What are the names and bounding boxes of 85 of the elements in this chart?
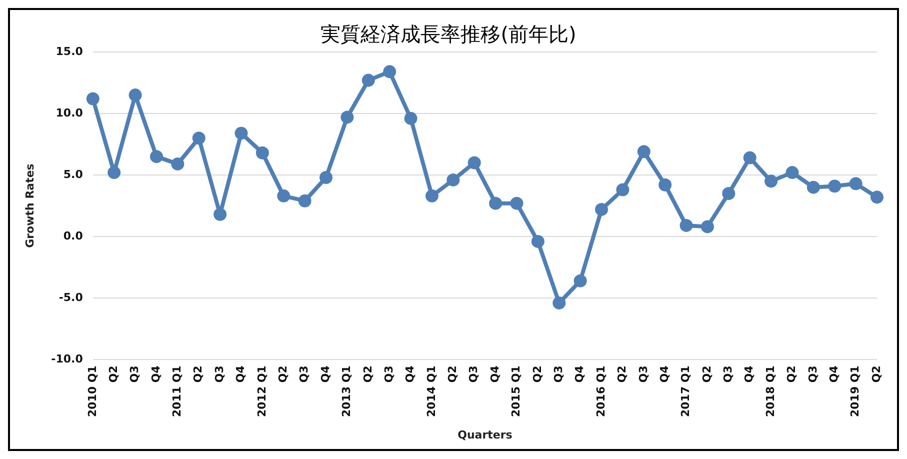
point bbox=[658, 178, 672, 192]
point bbox=[637, 145, 650, 158]
x-tick-label: 2010 Q1 bbox=[86, 366, 99, 418]
x-tick-label: Q3 bbox=[806, 366, 820, 383]
x-tick-label: 2018 Q1 bbox=[764, 366, 777, 418]
point bbox=[828, 180, 842, 193]
x-tick-label: Q4 bbox=[404, 365, 417, 383]
x-tick-label: Q4 bbox=[488, 365, 502, 383]
point bbox=[128, 88, 142, 102]
point bbox=[171, 157, 184, 170]
x-tick-label: Q3 bbox=[636, 366, 650, 383]
point bbox=[320, 170, 333, 184]
point bbox=[552, 296, 566, 310]
y-tick-label: 15.0 bbox=[56, 44, 84, 58]
y-tick-label: 10.0 bbox=[56, 106, 84, 120]
y-tick-label: -5.0 bbox=[58, 290, 84, 304]
x-tick-label: 2014 Q1 bbox=[424, 366, 438, 418]
y-tick-label: 0.0 bbox=[63, 229, 84, 242]
point bbox=[700, 220, 714, 234]
point bbox=[722, 186, 736, 200]
point bbox=[108, 166, 121, 180]
x-tick-label: Q2 bbox=[276, 366, 290, 383]
x-tick-label: Q4 bbox=[573, 365, 586, 383]
x-tick-label: Q2 bbox=[530, 366, 544, 383]
point bbox=[870, 190, 884, 204]
x-tick-label: 2017 Q1 bbox=[679, 366, 692, 418]
point bbox=[234, 126, 248, 140]
x-tick-label: Q2 bbox=[446, 366, 460, 383]
y-tick-label: -10.0 bbox=[51, 352, 84, 366]
x-tick-label: Q2 bbox=[616, 366, 629, 383]
x-tick-label: Q2 bbox=[192, 366, 205, 383]
point bbox=[86, 92, 100, 106]
x-tick-label: Q4 bbox=[149, 365, 162, 383]
x-tick-label: Q3 bbox=[128, 366, 142, 383]
x-tick-label: Q4 bbox=[827, 365, 840, 383]
x-tick-label: Q4 bbox=[234, 365, 248, 383]
x-tick-label: 2013 Q1 bbox=[340, 366, 354, 418]
x-tick-label: 2016 Q1 bbox=[594, 366, 608, 418]
x-tick-label: Q3 bbox=[467, 366, 480, 383]
point bbox=[298, 194, 312, 208]
x-tick-label: 2012 Q1 bbox=[255, 366, 268, 418]
point bbox=[489, 196, 502, 210]
point bbox=[425, 189, 438, 202]
point bbox=[574, 274, 587, 288]
x-tick-label: Q3 bbox=[552, 366, 565, 383]
point bbox=[616, 183, 630, 196]
point bbox=[150, 150, 163, 164]
x-tick-label: 2019 Q1 bbox=[848, 366, 862, 418]
point bbox=[256, 146, 269, 160]
x-tick-label: Q2 bbox=[785, 366, 798, 383]
point bbox=[764, 174, 778, 188]
point bbox=[192, 132, 206, 145]
point bbox=[531, 234, 544, 248]
x-tick-label: 2015 Q1 bbox=[510, 366, 523, 418]
x-axis-title: Quarters bbox=[458, 428, 513, 442]
x-tick-label: Q2 bbox=[870, 366, 883, 383]
x-tick-label: Q2 bbox=[361, 366, 374, 383]
x-tick-label: Q2 bbox=[700, 366, 714, 383]
point bbox=[277, 189, 290, 202]
point bbox=[849, 177, 862, 190]
point bbox=[340, 110, 354, 124]
point bbox=[595, 202, 608, 216]
y-axis-title: Growth Rates bbox=[23, 163, 36, 248]
x-tick-label: Q4 bbox=[318, 365, 332, 383]
point bbox=[362, 74, 375, 87]
chart-title: 実質経済成長率推移(前年比) bbox=[320, 22, 576, 46]
point bbox=[468, 156, 481, 170]
y-tick-label: 5.0 bbox=[63, 168, 84, 181]
x-tick-label: Q3 bbox=[212, 366, 226, 383]
x-tick-label: Q3 bbox=[298, 366, 311, 383]
x-tick-label: Q4 bbox=[658, 365, 671, 383]
point bbox=[214, 208, 227, 221]
point bbox=[743, 151, 756, 164]
x-tick-label: Q2 bbox=[106, 366, 120, 383]
x-tick-label: 2011 Q1 bbox=[170, 366, 184, 418]
point bbox=[446, 173, 460, 186]
point bbox=[510, 196, 524, 210]
point bbox=[404, 112, 418, 125]
point bbox=[806, 180, 820, 194]
x-tick-label: Q3 bbox=[722, 366, 735, 383]
x-tick-label: Q4 bbox=[742, 365, 756, 383]
point bbox=[383, 65, 396, 78]
x-tick-label: Q3 bbox=[382, 366, 396, 383]
point bbox=[680, 218, 693, 232]
point bbox=[786, 166, 799, 180]
